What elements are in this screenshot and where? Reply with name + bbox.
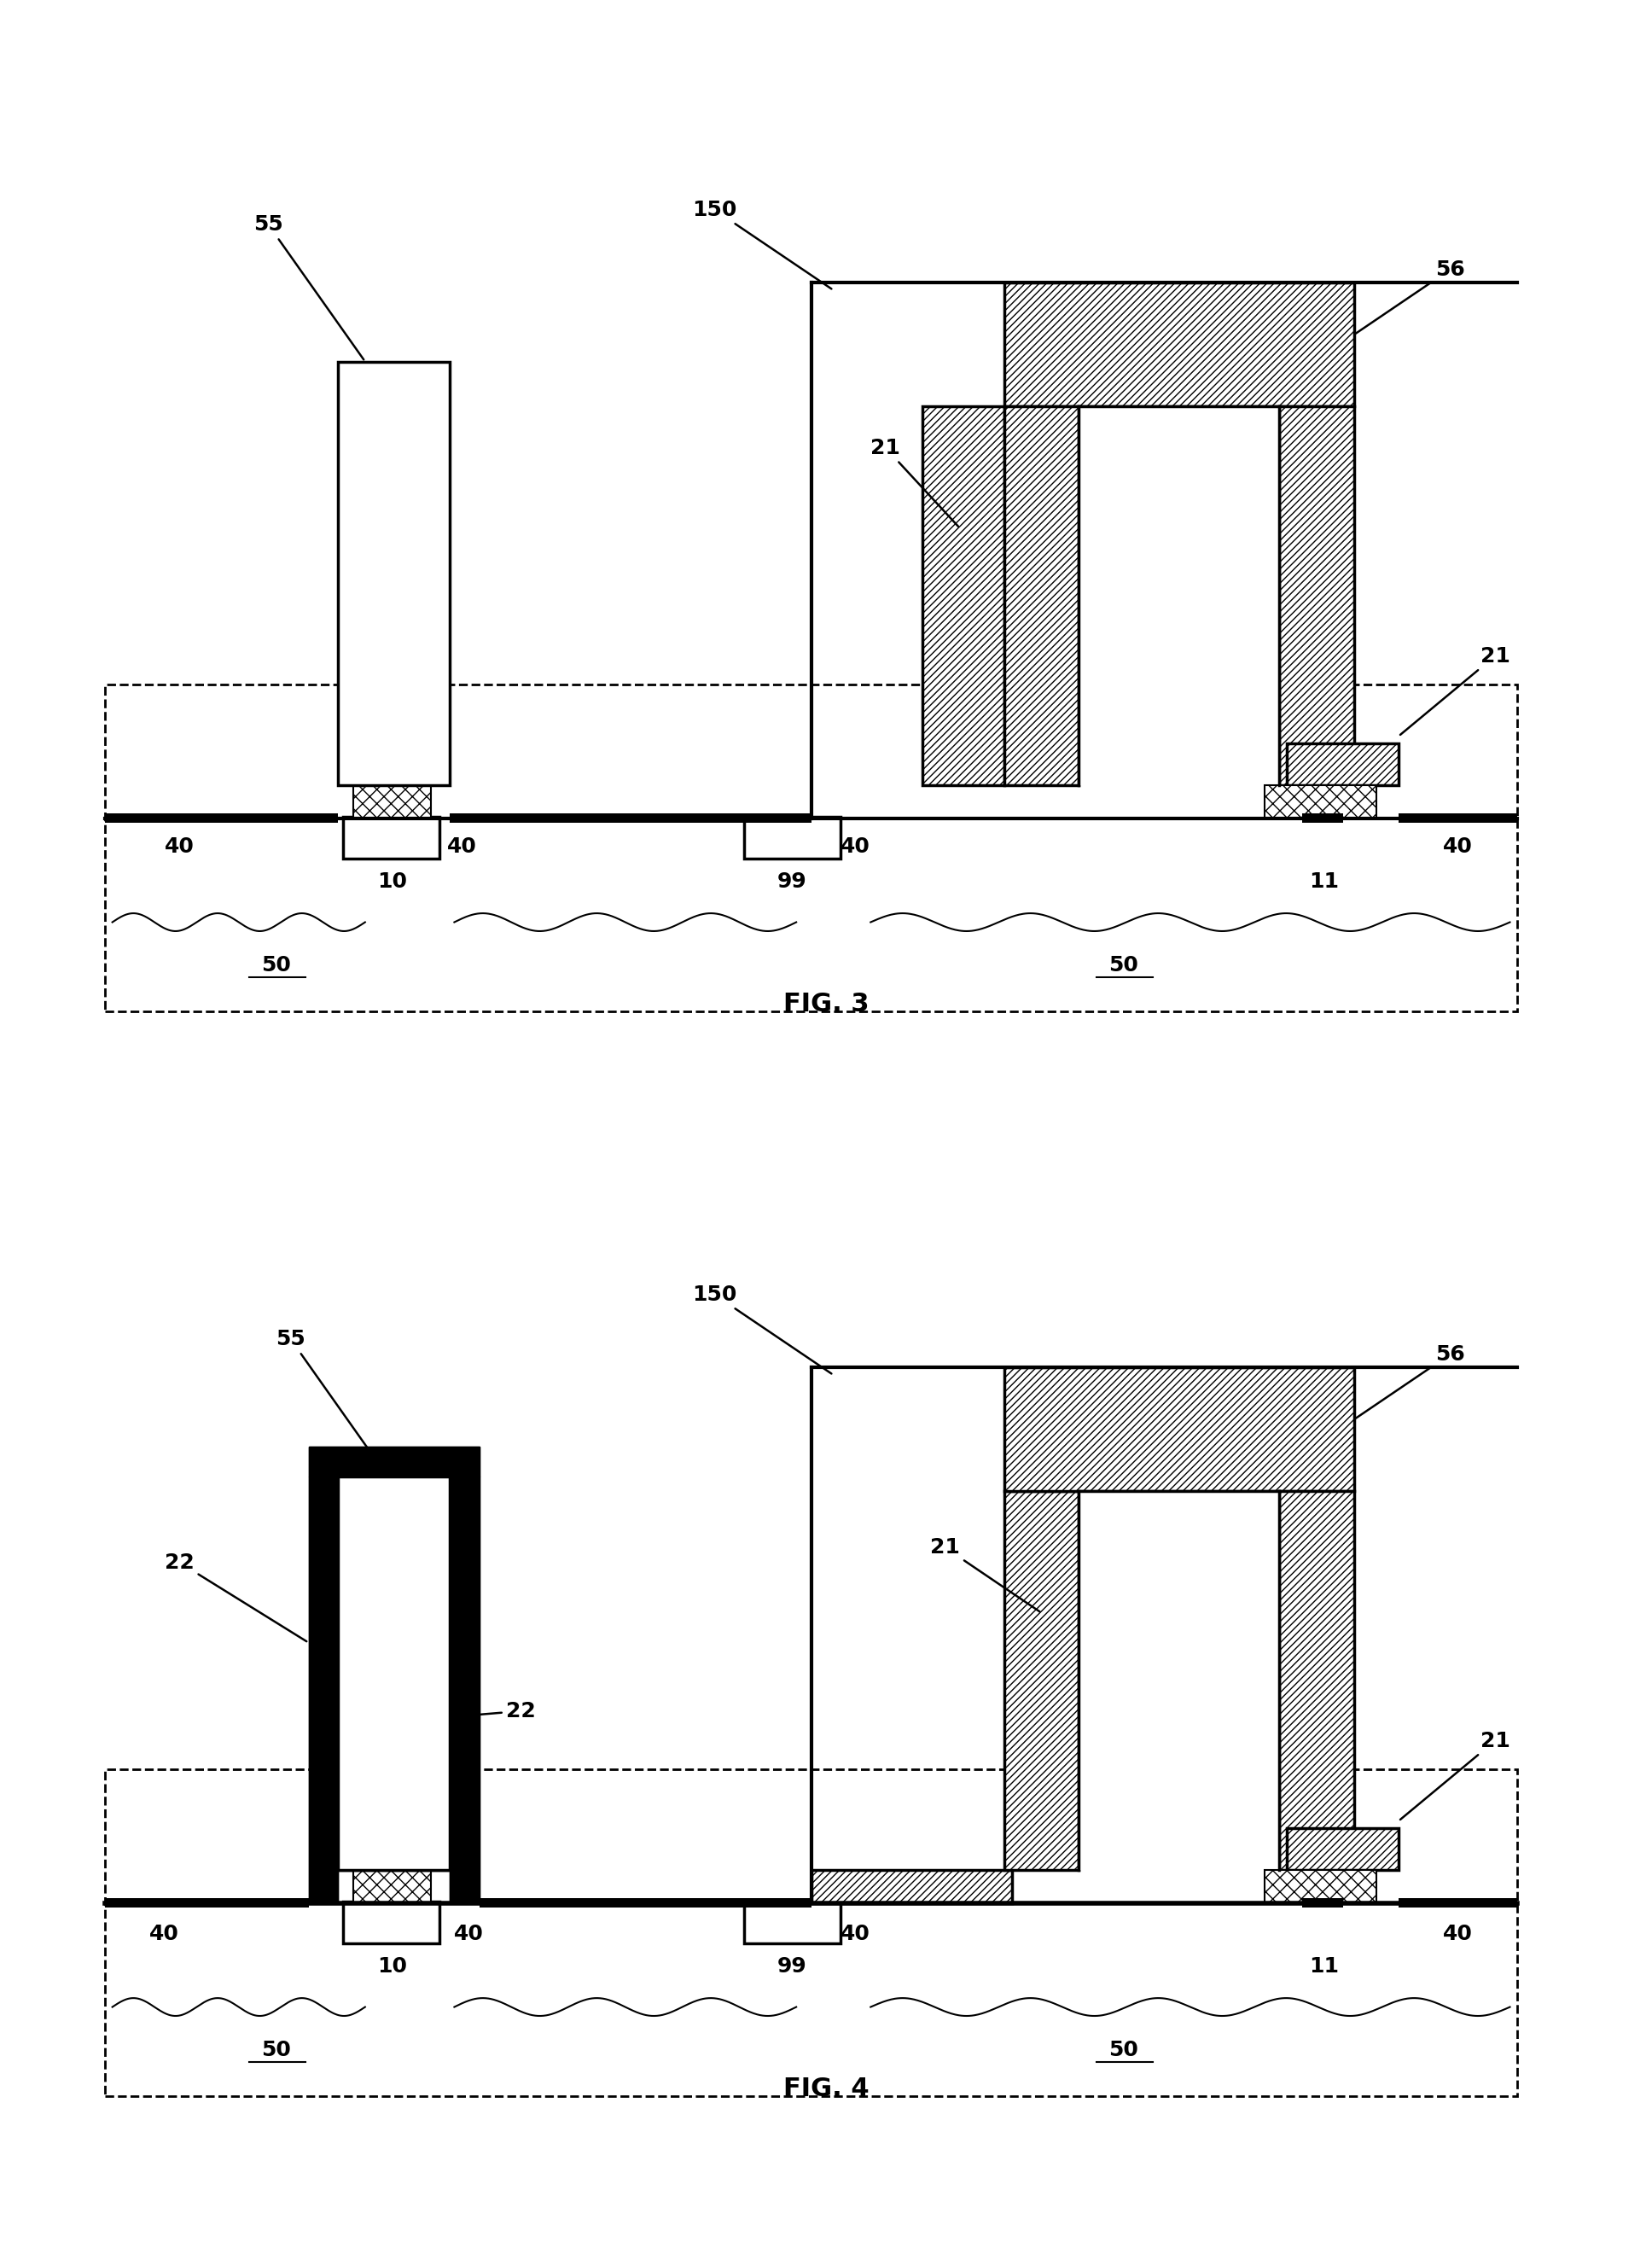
Text: 22: 22	[165, 1553, 307, 1641]
Text: 40: 40	[454, 1923, 484, 1944]
Bar	[1265, 1871, 1376, 1903]
Bar	[1079, 1492, 1280, 1871]
Bar	[106, 814, 339, 823]
Bar	[339, 1476, 449, 1871]
Bar	[1302, 1898, 1343, 1907]
Text: 55: 55	[254, 215, 363, 359]
Bar	[354, 1871, 431, 1903]
Bar	[1004, 1367, 1355, 1492]
Bar	[344, 816, 439, 859]
Bar	[1398, 814, 1518, 823]
Bar	[1004, 282, 1355, 407]
Bar	[449, 814, 811, 823]
Text: 99: 99	[776, 872, 806, 893]
Text: 22: 22	[453, 1702, 535, 1722]
Text: 11: 11	[1308, 1957, 1340, 1978]
Bar	[923, 407, 1004, 786]
Text: 40: 40	[164, 836, 195, 857]
Text: 50: 50	[1108, 956, 1138, 976]
Bar	[1398, 1898, 1518, 1907]
Text: FIG. 4: FIG. 4	[783, 2077, 869, 2102]
Text: 10: 10	[377, 872, 406, 893]
Bar	[106, 1770, 1518, 2097]
Bar	[309, 1476, 339, 1903]
Text: 55: 55	[276, 1329, 387, 1474]
Bar	[106, 1898, 309, 1907]
Text: 40: 40	[446, 836, 477, 857]
Bar	[339, 1476, 449, 1871]
Bar	[449, 1476, 479, 1903]
Text: 21: 21	[1401, 646, 1510, 735]
Bar	[309, 1476, 339, 1903]
Text: 50: 50	[261, 2041, 291, 2061]
Bar	[106, 685, 1518, 1012]
Bar	[449, 1476, 479, 1903]
Bar	[479, 1898, 811, 1907]
Bar	[1287, 744, 1398, 786]
Text: 21: 21	[930, 1537, 1039, 1611]
Bar	[1004, 1492, 1079, 1871]
Bar	[1302, 814, 1343, 823]
Text: 40: 40	[841, 1923, 871, 1944]
Text: 40: 40	[841, 836, 871, 857]
Text: 150: 150	[692, 199, 831, 289]
Bar	[745, 1901, 841, 1944]
Text: 11: 11	[1308, 872, 1340, 893]
Bar	[745, 816, 841, 859]
Text: 21: 21	[871, 438, 958, 527]
Text: 21: 21	[1401, 1731, 1510, 1819]
Text: 56: 56	[1356, 1345, 1465, 1419]
Bar	[354, 786, 431, 818]
Text: 50: 50	[1108, 2041, 1138, 2061]
Text: FIG. 3: FIG. 3	[783, 992, 869, 1017]
Text: 40: 40	[1442, 836, 1474, 857]
Text: 150: 150	[692, 1284, 831, 1374]
Bar	[344, 1901, 439, 1944]
Text: 99: 99	[776, 1957, 806, 1978]
Bar	[309, 1446, 479, 1476]
Bar	[811, 1871, 1011, 1903]
Bar	[339, 362, 449, 786]
Text: 50: 50	[261, 956, 291, 976]
Bar	[309, 1446, 479, 1476]
Bar	[1280, 407, 1355, 786]
Bar	[1004, 407, 1079, 786]
Bar	[1287, 1828, 1398, 1871]
Text: 40: 40	[1442, 1923, 1474, 1944]
Text: 40: 40	[149, 1923, 180, 1944]
Bar	[1079, 407, 1280, 786]
Bar	[1280, 1492, 1355, 1871]
Bar	[1265, 786, 1376, 818]
Text: 10: 10	[377, 1957, 406, 1978]
Text: 56: 56	[1356, 260, 1465, 334]
